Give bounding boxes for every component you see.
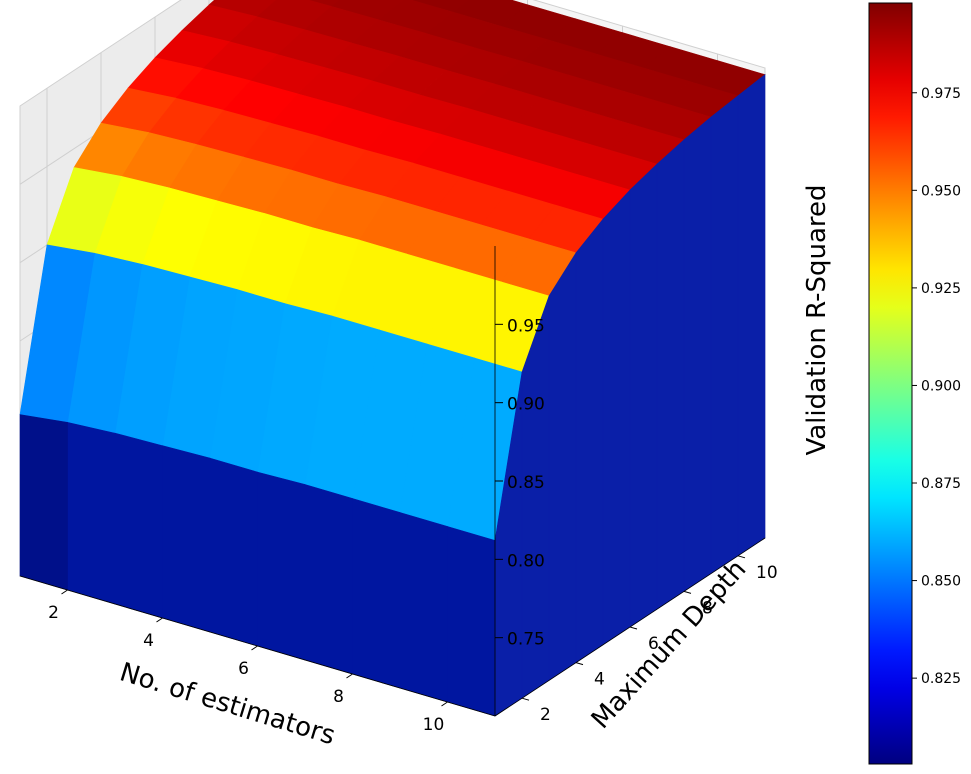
- y-tick-label: 4: [594, 670, 605, 690]
- surface-front-face: [67, 422, 116, 605]
- surface-right-face: [710, 95, 739, 575]
- y-axis-line: [494, 537, 766, 717]
- x-tick-label: 6: [238, 659, 249, 679]
- surface-right-face: [629, 163, 658, 628]
- y-tick: [629, 626, 638, 630]
- x-axis-title: No. of estimators: [116, 657, 338, 751]
- surface-front-face: [257, 471, 306, 661]
- surface-mesh: [19, 0, 766, 717]
- x-tick-label: 10: [423, 715, 445, 735]
- surface-front-face: [447, 526, 496, 717]
- surface-right-face: [548, 251, 577, 681]
- z-tick-label: 0.90: [507, 395, 545, 415]
- y-tick: [737, 555, 746, 559]
- x-tick: [346, 673, 353, 679]
- x-tick: [61, 589, 68, 595]
- colorbar-tick-label: 0.950: [921, 183, 961, 199]
- surface-right-face: [575, 218, 604, 664]
- colorbar-tick-label: 0.875: [921, 476, 961, 492]
- y-tick-label: 6: [648, 634, 659, 654]
- x-tick: [441, 701, 448, 707]
- surface-front-face: [352, 498, 401, 689]
- z-tick-label: 0.75: [507, 630, 545, 650]
- colorbar-tick-label: 0.925: [921, 281, 961, 297]
- surface-front-face: [162, 445, 211, 633]
- x-tick-label: 8: [333, 687, 344, 707]
- surface-front-face: [399, 512, 448, 703]
- surface-right-face: [683, 116, 712, 592]
- x-axis-line: [19, 575, 496, 717]
- colorbar-tick-label: 0.825: [921, 671, 961, 687]
- colorbar-tick-label: 0.975: [921, 86, 961, 102]
- x-tick-label: 4: [143, 631, 154, 651]
- colorbar-tick-label: 0.900: [921, 378, 961, 394]
- z-axis-title: Validation R-Squared: [802, 184, 832, 455]
- x-tick-label: 2: [48, 603, 59, 623]
- y-tick-label: 10: [756, 563, 778, 583]
- colorbar: [868, 2, 913, 765]
- z-tick-label: 0.95: [507, 316, 545, 336]
- y-tick: [521, 697, 530, 701]
- z-tick-label: 0.80: [507, 551, 545, 571]
- y-tick-label: 8: [702, 598, 713, 618]
- surface-front-face: [19, 414, 68, 591]
- y-tick: [683, 590, 692, 594]
- x-tick: [156, 617, 163, 623]
- surface-front-face: [114, 432, 163, 619]
- axis-ticks: 2 4 6 8 10 2 4 6 8 10 0.75 0.80 0.85 0.90 0.95: [19, 246, 778, 735]
- y-tick: [575, 662, 584, 666]
- surface-right-face: [602, 189, 631, 646]
- colorbar-tick-label: 0.850: [921, 574, 961, 590]
- surface-front-face: [304, 484, 353, 675]
- surface-right-face: [737, 73, 766, 557]
- surface-right-face: [656, 139, 685, 610]
- z-tick-label: 0.85: [507, 473, 545, 493]
- surface-front-face: [209, 457, 258, 647]
- y-tick-label: 2: [540, 705, 551, 725]
- x-tick: [251, 645, 258, 651]
- colorbar-ticks: 0.825 0.850 0.875 0.900 0.925 0.950 0.975: [912, 86, 961, 687]
